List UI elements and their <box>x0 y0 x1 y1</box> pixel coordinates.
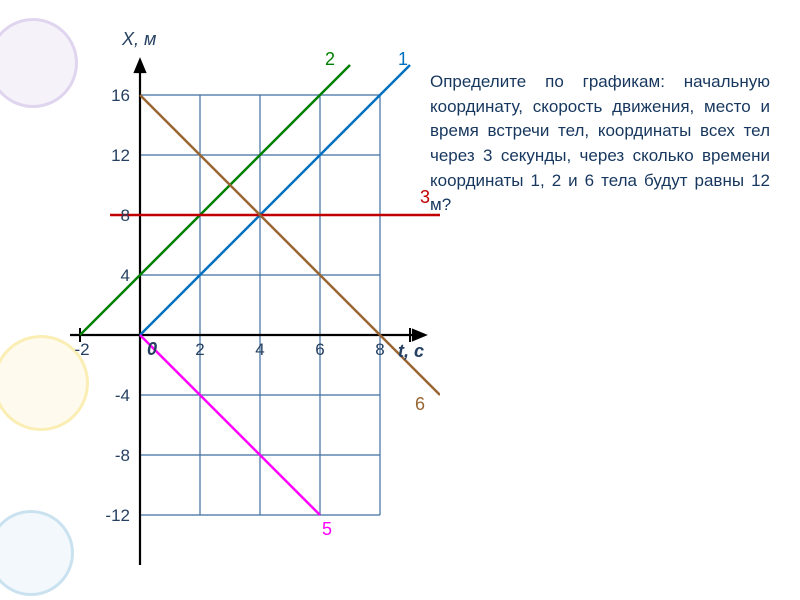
x-tick-2: 2 <box>195 340 204 359</box>
x-axis-arrow <box>413 330 425 340</box>
grid-vertical <box>140 95 380 515</box>
y-tick-16: 16 <box>111 86 130 105</box>
line-5 <box>140 335 320 515</box>
label-line-3: 3 <box>420 187 430 207</box>
label-line-6: 6 <box>415 394 425 414</box>
origin-label: 0 <box>147 339 157 359</box>
chart-svg: 16 12 8 4 -4 -8 -12 -2 2 4 6 8 0 X, м t,… <box>60 25 440 585</box>
question-text: Определите по графикам: начальную коорди… <box>430 70 770 218</box>
chart: 16 12 8 4 -4 -8 -12 -2 2 4 6 8 0 X, м t,… <box>60 25 440 585</box>
line-2 <box>80 65 350 335</box>
y-tick-m4: -4 <box>115 386 130 405</box>
x-tick-m2: -2 <box>74 340 89 359</box>
x-tick-4: 4 <box>255 340 264 359</box>
y-tick-4: 4 <box>121 266 130 285</box>
axes <box>70 60 425 565</box>
label-line-2: 2 <box>325 49 335 69</box>
x-tick-8: 8 <box>375 340 384 359</box>
x-axis-label: t, c <box>398 341 424 361</box>
y-tick-8: 8 <box>121 206 130 225</box>
y-tick-12: 12 <box>111 146 130 165</box>
y-axis-label: X, м <box>121 29 156 49</box>
y-tick-m12: -12 <box>105 506 130 525</box>
x-tick-6: 6 <box>315 340 324 359</box>
x-tick-labels: -2 2 4 6 8 <box>74 340 384 359</box>
label-line-1: 1 <box>398 49 408 69</box>
line-6 <box>140 95 440 395</box>
y-axis-arrow <box>135 60 145 72</box>
y-tick-m8: -8 <box>115 446 130 465</box>
line-1 <box>140 65 410 335</box>
label-line-5: 5 <box>322 519 332 539</box>
